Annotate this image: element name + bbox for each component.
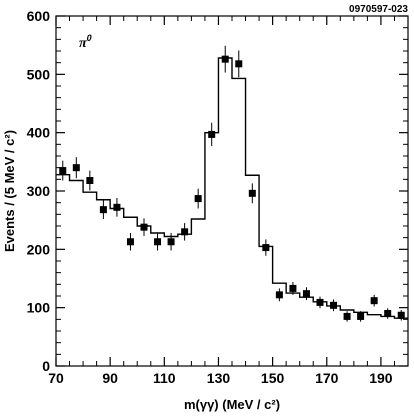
data-point (316, 298, 324, 306)
x-tick-label: 150 (261, 370, 285, 386)
data-point (289, 284, 297, 292)
x-tick-label: 70 (48, 370, 64, 386)
y-tick-label: 100 (27, 300, 51, 316)
data-point (275, 291, 283, 299)
data-point (384, 310, 392, 317)
data-point (113, 203, 121, 211)
data-point (208, 130, 216, 138)
y-tick-label: 300 (27, 183, 51, 199)
data-point (248, 189, 256, 197)
data-point (86, 177, 94, 184)
data-point (235, 60, 243, 68)
x-tick-label: 110 (153, 370, 176, 386)
fit-histogram-line (56, 57, 408, 319)
data-point (72, 164, 80, 172)
data-point (397, 311, 405, 319)
data-point (343, 312, 351, 320)
data-points (59, 45, 405, 322)
figure-id: 0970597-023 (349, 4, 408, 15)
y-tick-label: 200 (27, 241, 51, 257)
x-tick-label: 90 (102, 370, 118, 386)
data-point (167, 238, 175, 246)
x-tick-label: 130 (207, 370, 231, 386)
tick-labels: 70 90 110 130 150 170 190 0 100 200 300 400 500 600 (27, 8, 393, 386)
axis-ticks (55, 15, 409, 367)
y-tick-label: 0 (42, 358, 50, 374)
annotation-symbol: π (79, 36, 87, 51)
data-point (99, 206, 107, 214)
data-point (330, 301, 338, 309)
data-point (357, 312, 365, 320)
annotation-label: π0 (79, 33, 92, 51)
data-point (140, 223, 148, 231)
x-tick-label: 170 (315, 370, 339, 386)
data-point (302, 290, 310, 298)
data-point (154, 238, 162, 246)
data-point (59, 167, 67, 175)
data-point (181, 228, 189, 236)
x-tick-label: 190 (369, 370, 393, 386)
annotation-superscript: 0 (87, 33, 92, 43)
data-point (221, 55, 229, 63)
y-tick-label: 500 (27, 66, 51, 82)
data-point (262, 244, 270, 252)
data-point (194, 195, 202, 203)
x-axis-title: m(γγ) (MeV / c²) (184, 397, 280, 412)
y-tick-label: 400 (27, 125, 51, 141)
y-axis-title: Events / (5 MeV / c²) (2, 130, 17, 252)
data-point (370, 297, 378, 305)
data-point (126, 238, 134, 246)
y-tick-label: 600 (27, 8, 51, 24)
